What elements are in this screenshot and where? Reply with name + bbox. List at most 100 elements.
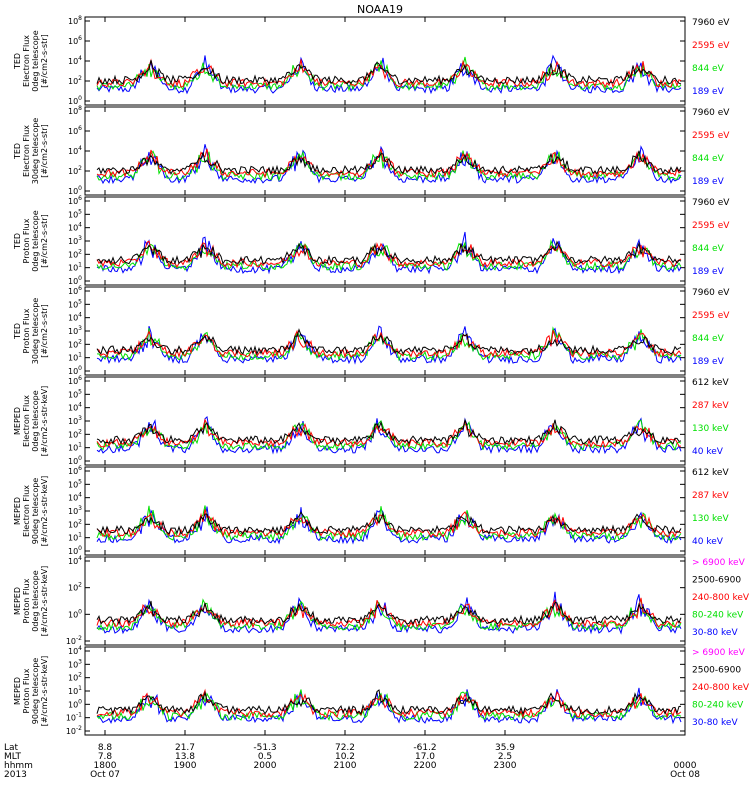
y-tick-label: 105 (68, 478, 82, 489)
chart-title: NOAA19 (357, 3, 403, 16)
legend-entry: 7960 eV (692, 18, 730, 28)
y-axis-label-line: 0deg telescope (31, 210, 40, 271)
y-tick-exponent: 1 (78, 532, 82, 539)
y-tick-base: 10 (68, 534, 78, 543)
x-tick-hhmm: 2300 (494, 761, 517, 771)
y-tick-label: 105 (68, 208, 82, 219)
y-axis-label: MEPEDElectron Flux90deg telescope[#/cm2-… (13, 476, 49, 547)
y-axis-label-line: [#/cm2-s-str-keV] (40, 656, 49, 727)
y-tick-exponent: -2 (76, 725, 82, 732)
y-tick-exponent: 6 (78, 35, 82, 42)
y-tick-exponent: 0 (78, 365, 82, 372)
y-tick-label: 102 (68, 165, 82, 176)
y-tick-base: 10 (68, 457, 78, 466)
y-tick-exponent: 0 (78, 185, 82, 192)
y-tick-base: 10 (68, 250, 78, 259)
y-tick-exponent: 1 (78, 442, 82, 449)
y-tick-base: 10 (68, 340, 78, 349)
y-tick-exponent: 5 (78, 208, 82, 215)
y-tick-label: 100 (68, 185, 82, 196)
y-tick-exponent: 2 (78, 428, 82, 435)
y-tick-exponent: 4 (78, 402, 82, 409)
y-tick-exponent: -1 (76, 712, 82, 719)
y-axis-label-line: Electron Flux (22, 35, 31, 87)
traces (96, 505, 682, 545)
legend-entry: 189 eV (692, 267, 725, 277)
y-tick-base: 10 (68, 264, 78, 273)
legend-entry: 30-80 keV (692, 628, 738, 638)
panel-frame (84, 376, 686, 466)
x-row-label: hhmm (4, 761, 33, 771)
y-tick-label: 106 (68, 125, 82, 136)
x-tick-lat: 72.2 (335, 743, 355, 753)
y-tick-base: 10 (68, 147, 78, 156)
y-tick-base: 10 (68, 377, 78, 386)
y-axis-label-line: [#/cm2-s-str] (40, 214, 49, 267)
y-tick-base: 10 (68, 480, 78, 489)
y-tick-label: 106 (68, 35, 82, 46)
x-tick-hhmm: 1900 (174, 761, 197, 771)
trace-black (96, 328, 682, 356)
y-tick-exponent: 4 (78, 312, 82, 319)
y-tick-base: 10 (68, 494, 78, 503)
y-tick-exponent: 2 (78, 672, 82, 679)
trace-blue (96, 231, 682, 275)
x-tick-lat: 21.7 (175, 743, 195, 753)
y-tick-base: 10 (68, 187, 78, 196)
legend-entry: 130 keV (692, 514, 729, 524)
y-tick-label: 10-1 (66, 712, 82, 723)
y-tick-label: 104 (68, 222, 82, 233)
legend-entry: 80-240 keV (692, 701, 744, 711)
legend-entry: 40 keV (692, 537, 724, 547)
y-tick-exponent: 6 (78, 125, 82, 132)
x-row-label: 2013 (4, 770, 27, 780)
y-axis-label-line: 90deg telescope (31, 658, 40, 725)
y-tick-exponent: 8 (78, 15, 82, 22)
y-tick-exponent: 3 (78, 415, 82, 422)
y-tick-base: 10 (68, 277, 78, 286)
y-tick-base: 10 (68, 17, 78, 26)
trace-red (96, 509, 682, 539)
y-tick-base: 10 (68, 327, 78, 336)
y-axis-label: MEPEDProton Flux0deg telescope[#/cm2-s-s… (13, 566, 49, 637)
y-tick-exponent: 2 (78, 518, 82, 525)
trace-blue (96, 506, 682, 545)
trace-black (96, 150, 682, 176)
y-axis-label: TEDElectron Flux0deg telescope[#/cm2-s-s… (13, 30, 49, 91)
y-tick-label: 10-2 (66, 635, 82, 646)
y-tick-base: 10 (68, 127, 78, 136)
x-tick-mlt: 2.5 (498, 752, 512, 762)
x-row-label: MLT (4, 752, 22, 762)
x-tick-mlt: 7.8 (98, 752, 113, 762)
y-tick-exponent: 2 (78, 338, 82, 345)
y-tick-label: 106 (68, 375, 82, 386)
y-tick-label: 108 (68, 105, 82, 116)
y-tick-base: 10 (68, 287, 78, 296)
y-axis-label-line: [#/cm2-s-str] (40, 124, 49, 177)
y-axis-label-line: TED (13, 233, 22, 250)
y-tick-exponent: 1 (78, 685, 82, 692)
legend-entry: 30-80 keV (692, 718, 738, 728)
y-tick-exponent: 1 (78, 352, 82, 359)
y-axis-label: MEPEDElectron Flux0deg telescope[#/cm2-s… (13, 386, 49, 457)
y-tick-base: 10 (66, 637, 76, 646)
y-tick-base: 10 (68, 314, 78, 323)
traces (96, 325, 682, 365)
y-tick-label: 101 (68, 685, 82, 696)
legend-entry: 7960 eV (692, 288, 730, 298)
y-tick-base: 10 (68, 37, 78, 46)
panel-frame (84, 16, 686, 106)
trace-red (96, 240, 682, 269)
y-axis-label-line: 30deg telescope (31, 298, 40, 365)
legend-entry: 7960 eV (692, 108, 730, 118)
y-tick-label: 108 (68, 15, 82, 26)
y-tick-exponent: 4 (78, 555, 82, 562)
traces (96, 591, 682, 635)
y-tick-base: 10 (68, 237, 78, 246)
y-tick-base: 10 (68, 97, 78, 106)
y-tick-base: 10 (66, 714, 76, 723)
y-axis-label-line: 90deg telescope (31, 478, 40, 545)
